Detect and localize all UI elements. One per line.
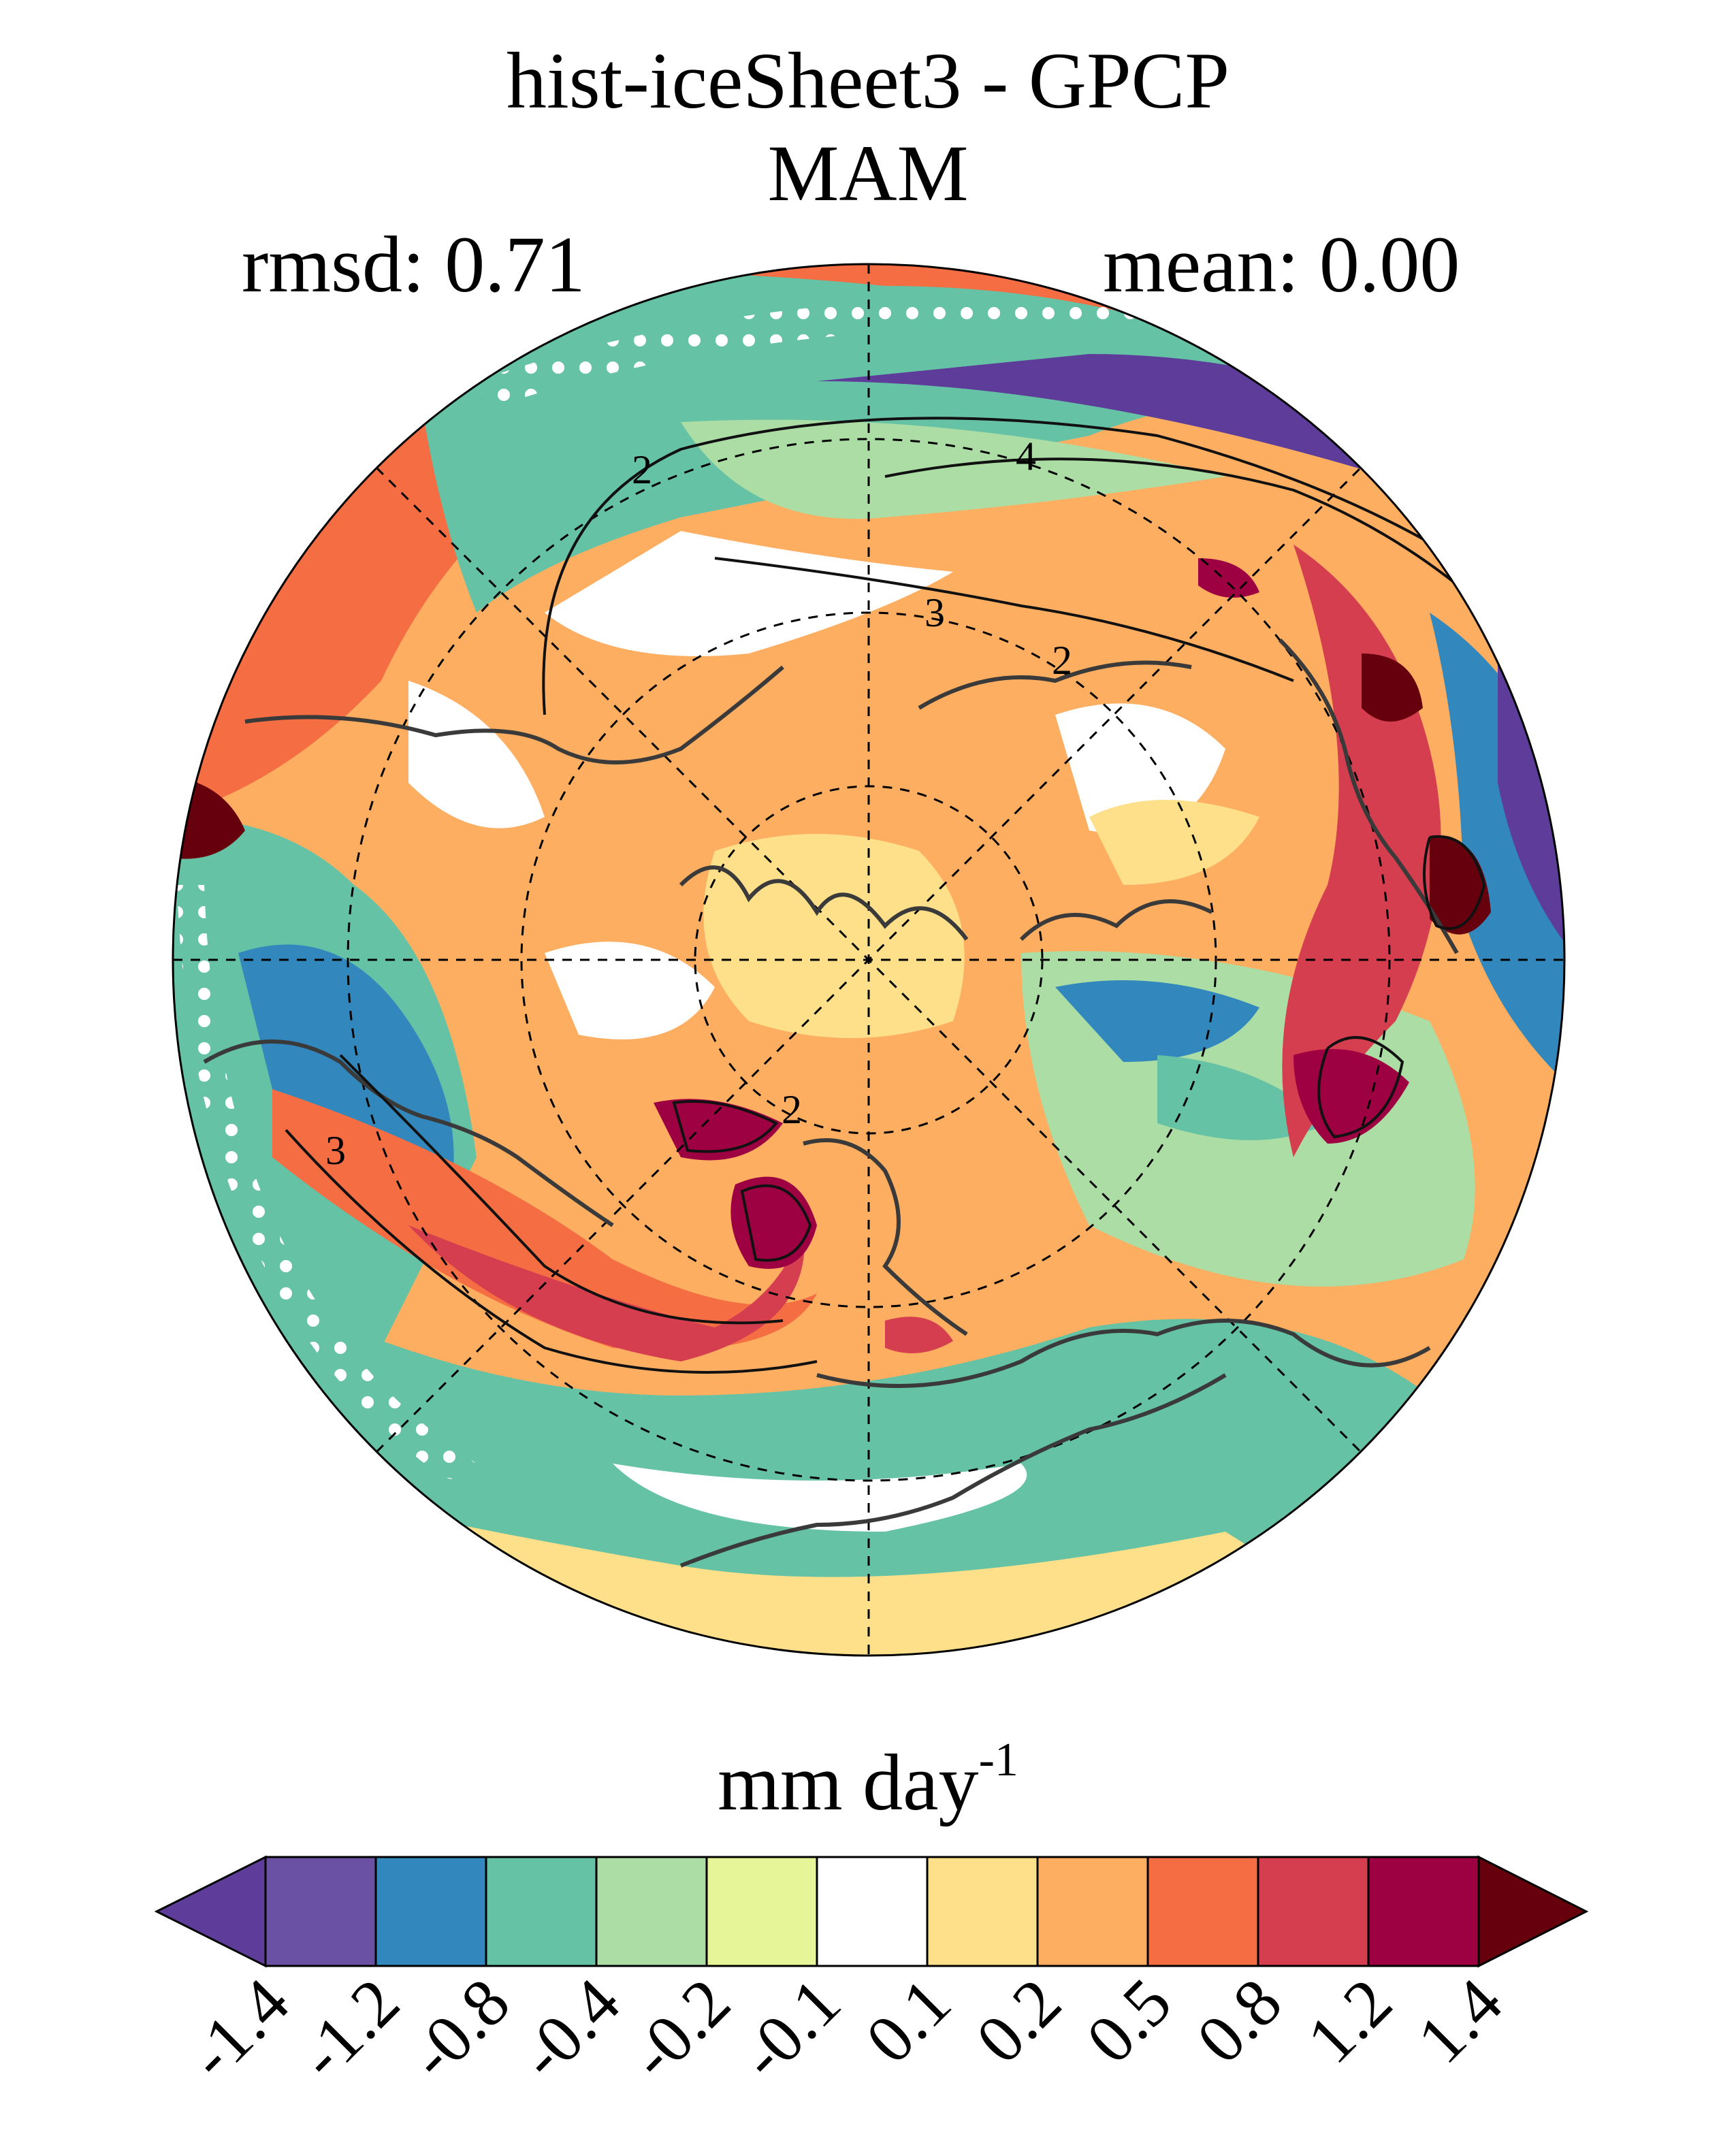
contour-labels: 2 4 3 2 3 2 — [325, 434, 1072, 1173]
colorbar-min-extension — [154, 1855, 267, 1968]
colorbar-tick-label: 0.8 — [1183, 1964, 1296, 2078]
colorbar-swatch — [264, 1856, 377, 1967]
contour-label: 2 — [632, 447, 652, 492]
colorbar-tick-label: 0.2 — [962, 1964, 1076, 2078]
map-title: hist-iceSheet3 - GPCP — [507, 36, 1229, 125]
contour-label: 2 — [1052, 638, 1072, 683]
colorbar-swatch — [374, 1856, 487, 1967]
coastlines — [203, 638, 1459, 1568]
colorbar-swatch — [485, 1856, 598, 1967]
colorbar-swatch — [816, 1856, 929, 1967]
colorbar-units: mm day-1 — [0, 1736, 1736, 1823]
contour-label: 3 — [925, 590, 945, 635]
colorbar-tick-label: -0.2 — [615, 1964, 744, 2093]
colorbar-swatch — [1036, 1856, 1149, 1967]
colorbar-swatches — [154, 1855, 1589, 1968]
colorbar-tick-label: 1.2 — [1293, 1964, 1407, 2078]
colorbar-labels: -1.4-1.2-0.8-0.4-0.2-0.10.10.20.50.81.21… — [174, 1964, 1516, 2093]
colorbar-tick-label: 0.1 — [852, 1964, 965, 2078]
colorbar-tick-label: -0.4 — [504, 1964, 634, 2093]
colorbar-tick-label: 0.5 — [1072, 1964, 1186, 2078]
contour-label: 3 — [325, 1128, 346, 1173]
graticule — [173, 264, 1564, 1656]
season-subtitle: MAM — [767, 129, 969, 218]
mean-label: mean: 0.00 — [1103, 220, 1460, 309]
colorbar-swatch — [926, 1856, 1039, 1967]
colorbar-swatch — [1257, 1856, 1370, 1967]
colorbar-swatch — [705, 1856, 818, 1967]
map-boundary — [172, 263, 1566, 1657]
colorbar-swatch — [1146, 1856, 1259, 1967]
contour-label: 4 — [1016, 434, 1036, 479]
colorbar-tick-label: -0.1 — [725, 1964, 854, 2093]
colorbar-tick-label: -0.8 — [394, 1964, 524, 2093]
polar-map: 2 4 3 2 3 2 — [172, 263, 1566, 1657]
contour-label: 2 — [782, 1087, 802, 1132]
colorbar-tick-label: -1.2 — [284, 1964, 413, 2093]
rmsd-label: rmsd: 0.71 — [242, 220, 585, 309]
colorbar-swatch — [595, 1856, 708, 1967]
colorbar-tick-label: -1.4 — [174, 1964, 303, 2093]
colorbar-swatch — [1367, 1856, 1480, 1967]
colorbar-max-extension — [1477, 1855, 1589, 1968]
units-exponent: -1 — [978, 1733, 1018, 1786]
units-base: mm day — [718, 1738, 979, 1827]
colorbar-tick-label: 1.4 — [1403, 1964, 1517, 2078]
